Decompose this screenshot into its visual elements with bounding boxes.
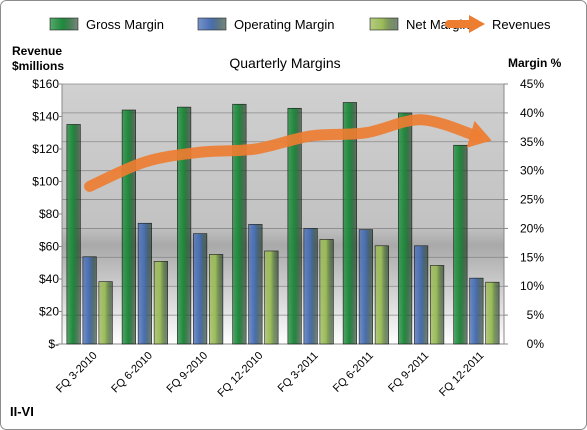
bar-gross-margin (342, 102, 357, 345)
legend-label-gross-margin: Gross Margin (86, 17, 164, 32)
left-tick-label: $- (48, 337, 59, 351)
left-tick-label: $120 (32, 142, 59, 156)
revenues-line (84, 114, 482, 192)
right-tick-label: 0% (527, 337, 545, 351)
legend-arrowhead-revenues (469, 15, 485, 33)
legend-label-operating-margin: Operating Margin (234, 17, 334, 32)
left-tick-label: $80 (39, 207, 59, 221)
bar-gross-margin (398, 112, 413, 345)
left-tick-label: $60 (39, 240, 59, 254)
bar-net-margin (264, 250, 279, 345)
left-axis-title: Revenue (12, 44, 62, 58)
left-tick-label: $40 (39, 272, 59, 286)
bar-net-margin (374, 245, 389, 345)
bar-net-margin (319, 239, 334, 345)
bar-operating-margin (193, 233, 208, 345)
bar-net-margin (98, 281, 113, 345)
bar-net-margin (153, 261, 168, 345)
bar-operating-margin (82, 256, 97, 345)
bar-operating-margin (414, 245, 429, 345)
right-tick-label: 10% (520, 279, 544, 293)
bar-gross-margin (287, 107, 302, 345)
left-axis-title: $millions (12, 59, 64, 73)
bar-operating-margin (303, 228, 318, 345)
bar-gross-margin (453, 144, 468, 345)
right-tick-label: 5% (527, 308, 545, 322)
bar-net-margin (485, 281, 500, 345)
right-tick-label: 20% (520, 221, 544, 235)
bar-gross-margin (232, 103, 247, 345)
bar-net-margin (430, 265, 445, 345)
right-axis-title: Margin % (508, 56, 562, 70)
bar-gross-margin (66, 124, 81, 345)
legend-swatch-net-margin (369, 17, 399, 31)
bar-operating-margin (248, 224, 263, 345)
bar-gross-margin (121, 109, 136, 345)
bar-operating-margin (358, 229, 373, 345)
right-tick-label: 40% (520, 106, 544, 120)
revenues-arrowhead (466, 120, 492, 148)
left-tick-label: $20 (39, 305, 59, 319)
bar-net-margin (209, 254, 224, 345)
legend-swatch-operating-margin (197, 17, 227, 31)
bar-operating-margin (137, 222, 152, 345)
right-tick-label: 15% (520, 250, 544, 264)
right-tick-label: 35% (520, 135, 544, 149)
right-tick-label: 25% (520, 193, 544, 207)
bar-gross-margin (177, 106, 192, 345)
legend-swatch-gross-margin (49, 17, 79, 31)
chart-title: Quarterly Margins (229, 55, 340, 71)
legend-label-revenues: Revenues (492, 17, 551, 32)
company-label: II-VI (10, 404, 34, 419)
right-tick-label: 45% (520, 77, 544, 91)
bar-operating-margin (469, 277, 484, 345)
left-tick-label: $140 (32, 110, 59, 124)
left-tick-label: $100 (32, 175, 59, 189)
right-tick-label: 30% (520, 164, 544, 178)
left-tick-label: $160 (32, 77, 59, 91)
